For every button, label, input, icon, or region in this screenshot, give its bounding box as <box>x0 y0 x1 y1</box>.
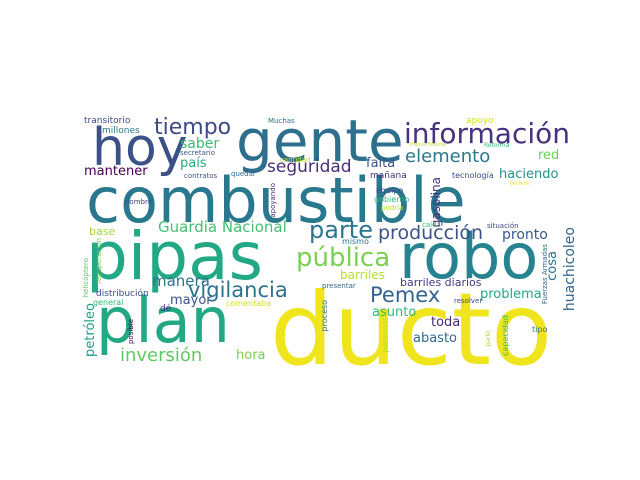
word-presentar: presentar <box>322 282 356 290</box>
word-mayor: mayor <box>170 293 212 308</box>
word-situacion: situación <box>487 222 519 230</box>
word-saber: saber <box>180 136 220 152</box>
word-red: red <box>538 148 560 163</box>
word-seguridad: seguridad <box>267 157 352 177</box>
word-reforma: Reforma <box>484 142 510 149</box>
word-informacion: información <box>404 117 571 150</box>
word-proceso: proceso <box>320 300 329 332</box>
word-contratos: contratos <box>184 172 218 180</box>
word-combustible: combustible <box>86 164 466 237</box>
word-personal: personal <box>381 318 390 353</box>
word-cantidad: cantidad <box>280 156 311 164</box>
word-mantener: mantener <box>84 164 148 179</box>
word-gente: gente <box>236 107 404 175</box>
word-tipo: tipo <box>532 325 548 334</box>
word-barriles-diarios: barriles diarios <box>400 276 482 289</box>
word-ducto: ducto <box>270 271 553 388</box>
word-pipas: pipas <box>86 218 263 295</box>
word-publica: pública <box>296 243 391 273</box>
word-resolver: resolver <box>454 297 483 305</box>
word-hoy: hoy <box>92 118 188 178</box>
word-inversion: inversión <box>120 345 203 366</box>
word-distribucion: distribución <box>96 289 149 299</box>
word-tecnologia: tecnología <box>452 171 494 180</box>
word-barriles: barriles <box>340 268 385 282</box>
word-equipo: equipo <box>376 186 404 195</box>
word-transitorio: transitorio <box>84 116 131 126</box>
word-pemex: Pemex <box>370 283 441 307</box>
word-manera: manera <box>152 272 210 290</box>
word-elemento: elemento <box>405 146 491 167</box>
word-helicoptero: helicóptero <box>82 258 90 298</box>
word-hora: hora <box>236 348 266 363</box>
word-plan: plan <box>96 284 230 357</box>
word-gobierno: gobierno <box>374 195 410 204</box>
word-general: general <box>93 298 124 307</box>
word-ternos: ternos <box>510 180 530 187</box>
word-asunto: asunto <box>372 305 417 320</box>
word-apoyando: apoyando <box>269 183 277 218</box>
word-de: dé <box>160 304 172 314</box>
word-mismo: mismo <box>342 237 369 246</box>
word-posible: posible <box>127 319 135 345</box>
word-apoyo: apoyo <box>466 116 494 126</box>
word-policia-federal: Policía Federal <box>410 142 446 148</box>
word-produccion: producción <box>378 222 484 244</box>
word-nombre: nombre <box>125 198 153 206</box>
word-haciendo: haciendo <box>499 167 559 182</box>
word-recuperacion: recuperación <box>95 238 103 284</box>
word-capacidad: capacidad <box>501 315 510 356</box>
word-secretario: secretario <box>180 149 215 157</box>
word-podria: podría <box>381 204 404 212</box>
word-comentaba: comentaba <box>226 299 272 308</box>
word-manana: mañana <box>370 171 407 181</box>
word-toda: toda <box>431 315 461 330</box>
word-robo: robo <box>399 220 539 293</box>
word-quedar: quedar <box>231 170 256 178</box>
word-petroleo: petróleo <box>83 303 98 357</box>
word-tiempo: tiempo <box>154 115 232 140</box>
word-pronto: pronto <box>502 227 548 243</box>
word-millones: millones <box>102 126 140 136</box>
word-partir: partir <box>485 330 492 347</box>
word-huachicoleo: huachicoleo <box>562 227 578 312</box>
word-base: base <box>89 225 116 238</box>
word-vigilancia: vigilancia <box>188 278 288 302</box>
word-guardia-nacional: Guardia Nacional <box>158 218 287 236</box>
word-gasolina: gasolina <box>429 177 443 228</box>
word-abasto: abasto <box>413 331 458 346</box>
word-problema: problema <box>480 287 542 302</box>
word-caida: caída <box>422 221 441 229</box>
word-muchas: Muchas <box>268 117 295 125</box>
word-parte: parte <box>309 216 373 244</box>
word-pais: país <box>180 156 207 171</box>
word-fuerzas-armadas: Fuerzas Armadas <box>541 244 549 305</box>
word-falta: falta <box>366 156 396 171</box>
